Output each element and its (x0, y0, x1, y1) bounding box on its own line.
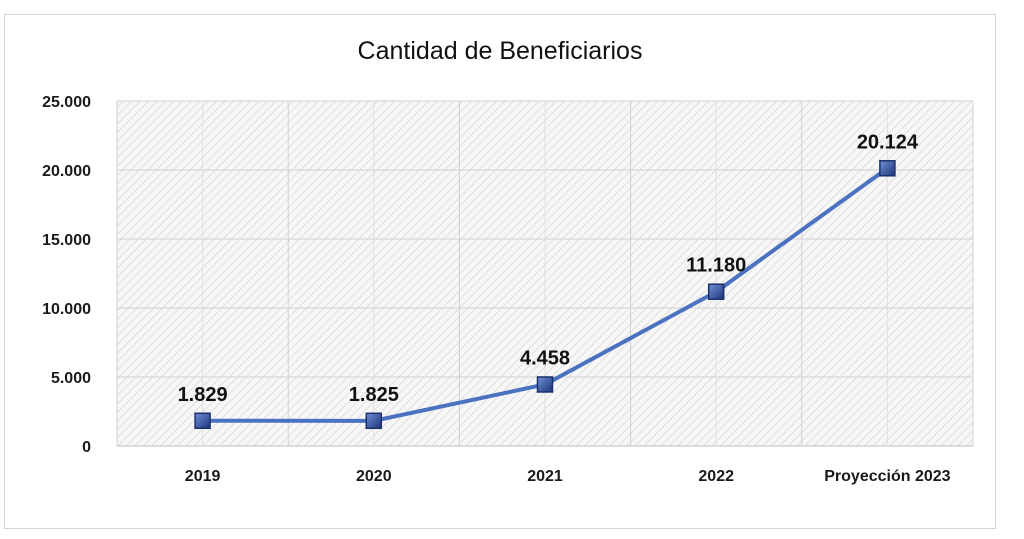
data-point-marker (707, 283, 725, 300)
y-tick-label: 20.000 (42, 163, 91, 180)
data-labels: 1.829 1.825 4.458 11.180 20.124 (178, 131, 919, 406)
line-chart: Cantidad de Beneficiarios 0 5.000 10.000 15… (42, 37, 974, 485)
x-axis: 2019 2020 2021 2022 Proyección 2023 (185, 468, 951, 485)
y-axis: 0 5.000 10.000 15.000 20.000 25.000 (42, 94, 91, 456)
series-line-group (194, 160, 896, 430)
data-point-marker (365, 412, 383, 430)
data-label: 20.124 (857, 131, 919, 153)
data-label: 4.458 (520, 347, 570, 369)
data-label: 11.180 (686, 255, 746, 277)
chart-title: Cantidad de Beneficiarios (358, 37, 643, 65)
chart-frame: Cantidad de Beneficiarios 0 5.000 10.000 15… (4, 14, 996, 529)
data-label: 1.825 (349, 384, 399, 406)
x-tick-label: 2020 (356, 468, 392, 485)
y-tick-label: 15.000 (42, 232, 91, 249)
x-tick-label: Proyección 2023 (824, 468, 950, 485)
x-tick-label: 2021 (527, 468, 563, 485)
data-label: 1.829 (178, 384, 228, 406)
x-tick-label: 2022 (698, 468, 734, 485)
y-tick-label: 10.000 (42, 301, 91, 318)
y-tick-label: 25.000 (42, 94, 91, 111)
data-point-marker (536, 376, 554, 393)
plot-area (116, 100, 974, 447)
x-tick-label: 2019 (185, 468, 221, 485)
y-tick-label: 5.000 (51, 370, 91, 387)
data-point-marker (879, 160, 896, 177)
data-point-marker (194, 412, 211, 430)
y-tick-label: 0 (82, 439, 91, 456)
